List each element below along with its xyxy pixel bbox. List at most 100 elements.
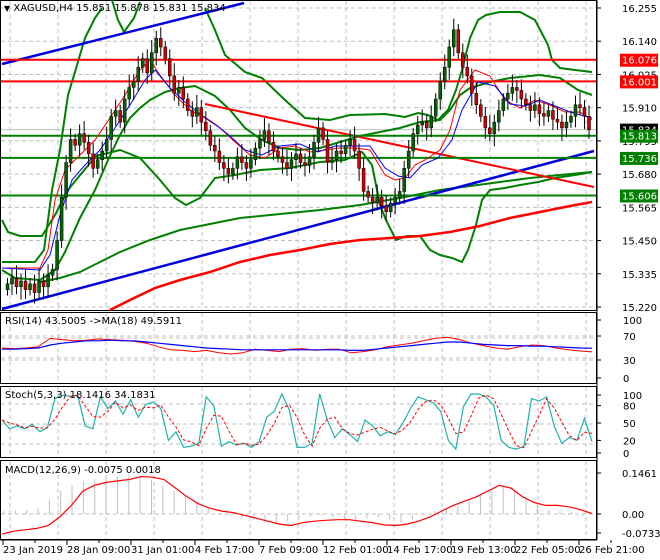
bullish-candle	[68, 139, 73, 163]
bullish-candle	[149, 52, 154, 74]
level-price-label: 15.606	[622, 191, 657, 202]
stoch-tick-label: 0	[623, 449, 629, 460]
bearish-candle	[483, 116, 488, 129]
time-tick-label: 14 Feb 17:00	[387, 545, 453, 556]
bearish-candle	[240, 156, 244, 163]
bearish-candle	[587, 116, 591, 130]
bullish-candle	[510, 87, 515, 94]
bearish-candle	[456, 29, 461, 54]
rsi-ma-line	[2, 339, 593, 351]
macd-tick-label: -0.0733	[622, 529, 660, 540]
triangle-down-icon[interactable]: ▼	[4, 4, 11, 13]
time-tick-label: 12 Feb 01:00	[323, 545, 389, 556]
price-pane[interactable]	[1, 0, 596, 312]
bearish-candle	[339, 150, 343, 155]
time-tick-label: 26 Feb 21:00	[579, 545, 645, 556]
bearish-candle	[465, 66, 470, 77]
bearish-candle	[578, 104, 582, 108]
bullish-candle	[375, 196, 379, 204]
bearish-candle	[461, 52, 465, 68]
bullish-candle	[438, 81, 442, 100]
bullish-candle	[136, 66, 140, 82]
bullish-candle	[127, 87, 131, 100]
time-tick-label: 22 Feb 05:00	[515, 545, 581, 556]
bearish-candle	[474, 92, 479, 106]
rsi-tick-label: 30	[623, 356, 636, 367]
bearish-candle	[73, 139, 77, 146]
bullish-candle	[415, 124, 420, 134]
stochastic-k-line	[1, 392, 593, 451]
bearish-candle	[537, 104, 542, 114]
bullish-candle	[411, 133, 415, 152]
bearish-candle	[551, 110, 555, 120]
bearish-candle	[172, 75, 177, 94]
time-axis[interactable]: 23 Jan 2019 28 Jan 09:00 31 Jan 01:00 4 Feb…	[0, 539, 645, 556]
bullish-candle	[397, 191, 402, 198]
bullish-candle	[546, 110, 551, 117]
upper-blue-trendline	[1, 1, 245, 66]
bullish-candle	[28, 283, 32, 290]
bullish-candle	[55, 240, 59, 270]
bullish-candle	[77, 133, 82, 146]
bearish-candle	[321, 127, 325, 140]
bearish-candle	[285, 162, 289, 169]
time-tick-label: 31 Jan 01:00	[131, 545, 194, 556]
price-tick-label: 15.565	[622, 203, 657, 214]
bullish-candle	[19, 280, 23, 288]
descending-red-trendline	[204, 103, 595, 188]
bearish-candle	[424, 121, 429, 129]
moving-average-200-line	[109, 200, 593, 312]
stoch-tick-label: 80	[623, 402, 636, 413]
bearish-candle	[325, 139, 330, 163]
bullish-candle	[334, 150, 339, 160]
bearish-candle	[190, 110, 195, 117]
bearish-candle	[303, 162, 307, 166]
bearish-candle	[524, 98, 528, 106]
bearish-candle	[41, 280, 46, 288]
time-tick-label: 7 Feb 09:00	[259, 545, 318, 556]
bullish-candle	[497, 110, 501, 123]
bullish-candle	[388, 202, 393, 212]
level-price-badge	[620, 129, 658, 143]
bullish-candle	[195, 107, 199, 117]
bearish-candle	[560, 121, 564, 129]
bearish-candle	[515, 87, 519, 91]
bearish-candle	[361, 168, 366, 192]
stoch-tick-label: 50	[623, 419, 636, 430]
bullish-candle	[59, 196, 64, 241]
bearish-candle	[181, 87, 186, 100]
bearish-candle	[298, 153, 303, 163]
bearish-candle	[222, 162, 226, 169]
bullish-candle	[564, 121, 569, 129]
rsi-pane[interactable]	[1, 335, 596, 361]
bearish-candle	[14, 277, 19, 288]
bullish-candle	[50, 269, 55, 276]
bullish-candle	[262, 130, 267, 140]
bearish-candle	[271, 142, 276, 152]
bearish-candle	[23, 280, 28, 290]
bullish-candle	[294, 153, 298, 160]
lower-blue-trendline	[1, 149, 595, 311]
bearish-candle	[366, 191, 370, 198]
stochastic-d-line	[1, 394, 593, 449]
bullish-candle	[452, 29, 456, 48]
bearish-candle	[528, 104, 533, 111]
price-scale[interactable]: 16.25516.14016.02515.91015.79515.68015.5…	[596, 0, 658, 540]
macd-pane[interactable]	[1, 475, 593, 535]
stochastic-pane[interactable]	[1, 392, 593, 451]
bullish-candle	[177, 87, 181, 94]
bearish-candle	[159, 38, 163, 48]
bearish-candle	[91, 153, 95, 169]
symbol-ohlc-label: XAGUSD,H4 15.851 15.878 15.831 15.834	[13, 3, 226, 14]
bearish-candle	[357, 150, 361, 169]
level-price-label: 16.076	[622, 56, 657, 67]
level-price-label: 15.736	[622, 154, 657, 165]
bearish-candle	[86, 142, 91, 155]
price-tick-label: 16.140	[622, 37, 657, 48]
bullish-candle	[569, 116, 573, 123]
bearish-candle	[470, 75, 474, 94]
bullish-candle	[312, 142, 316, 158]
bullish-candle	[316, 127, 321, 143]
bullish-candle	[307, 156, 312, 166]
